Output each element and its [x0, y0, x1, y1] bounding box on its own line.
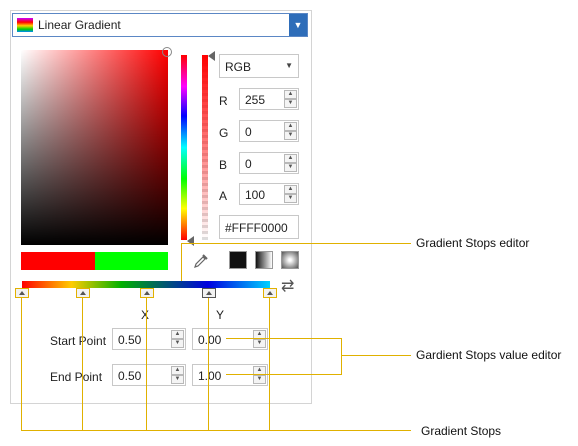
channel-b-input[interactable]: 0 ▲ ▼	[239, 152, 299, 174]
callout-line	[208, 298, 209, 430]
callout-line	[82, 298, 83, 430]
channel-a-value: 100	[245, 188, 266, 202]
channel-label-a: A	[219, 189, 228, 203]
start-point-x-input[interactable]: 0.50 ▲ ▼	[112, 328, 186, 350]
start-x-value: 0.50	[118, 333, 142, 347]
end-point-x-input[interactable]: 0.50 ▲ ▼	[112, 364, 186, 386]
stop-arrow-icon	[206, 291, 212, 295]
channel-r-value: 255	[245, 93, 266, 107]
start-y-stepper[interactable]: ▲ ▼	[253, 330, 266, 348]
spin-up-icon[interactable]: ▲	[284, 185, 297, 194]
channel-g-value: 0	[245, 125, 252, 139]
callout-line	[226, 338, 342, 339]
stop-arrow-icon	[267, 291, 273, 295]
color-model-select[interactable]: RGB ▼	[219, 54, 299, 78]
spin-down-icon[interactable]: ▼	[284, 163, 297, 172]
end-x-stepper[interactable]: ▲ ▼	[171, 366, 184, 384]
callout-line	[226, 374, 342, 375]
spin-down-icon[interactable]: ▼	[284, 131, 297, 140]
gradient-stop[interactable]	[140, 288, 154, 298]
linear-gradient-button[interactable]	[255, 251, 273, 269]
end-y-stepper[interactable]: ▲ ▼	[253, 366, 266, 384]
end-x-value: 0.50	[118, 369, 142, 383]
spin-down-icon[interactable]: ▼	[284, 99, 297, 108]
current-color-swatch	[21, 252, 95, 270]
callout-line	[146, 298, 147, 430]
hue-slider-thumb[interactable]	[187, 236, 194, 246]
alpha-slider-thumb[interactable]	[208, 51, 215, 61]
radial-gradient-button[interactable]	[281, 251, 299, 269]
stop-arrow-icon	[144, 291, 150, 295]
stop-arrow-icon	[19, 291, 25, 295]
reverse-gradient-icon[interactable]: ⇄	[281, 278, 295, 295]
brush-type-dropdown[interactable]: Linear Gradient ▼	[12, 13, 308, 37]
gradient-stop[interactable]	[76, 288, 90, 298]
channel-r-stepper[interactable]: ▲ ▼	[284, 90, 297, 108]
gradient-swatch-icon	[17, 18, 33, 32]
channel-b-value: 0	[245, 157, 252, 171]
callout-line	[181, 243, 411, 244]
channel-r-input[interactable]: 255 ▲ ▼	[239, 88, 299, 110]
spin-down-icon[interactable]: ▼	[253, 375, 266, 384]
spin-up-icon[interactable]: ▲	[171, 366, 184, 375]
chevron-down-icon[interactable]: ▼	[285, 61, 293, 70]
channel-a-stepper[interactable]: ▲ ▼	[284, 185, 297, 203]
callout-line	[21, 298, 22, 430]
callout-line	[269, 298, 270, 430]
callout-line	[341, 338, 342, 375]
channel-a-input[interactable]: 100 ▲ ▼	[239, 183, 299, 205]
color-model-value: RGB	[225, 60, 252, 74]
gradient-stop[interactable]	[15, 288, 29, 298]
new-color-swatch	[95, 252, 168, 270]
callout-line	[181, 243, 182, 281]
solid-brush-button[interactable]	[229, 251, 247, 269]
end-point-label: End Point	[50, 370, 103, 384]
end-y-value: 1.00	[198, 369, 222, 383]
hex-color-input[interactable]: #FFFF0000	[219, 215, 299, 239]
start-point-y-input[interactable]: 0.00 ▲ ▼	[192, 328, 268, 350]
gradient-stop[interactable]	[202, 288, 216, 298]
callout-stops-editor: Gradient Stops editor	[416, 236, 530, 250]
channel-label-r: R	[219, 94, 228, 108]
brush-type-label: Linear Gradient	[38, 18, 121, 32]
channel-label-g: G	[219, 126, 229, 140]
spin-up-icon[interactable]: ▲	[284, 90, 297, 99]
callout-value-editor: Gardient Stops value editor	[416, 348, 562, 362]
spin-down-icon[interactable]: ▼	[253, 339, 266, 348]
hue-slider[interactable]	[181, 55, 187, 240]
start-x-stepper[interactable]: ▲ ▼	[171, 330, 184, 348]
x-column-header: X	[141, 308, 150, 322]
start-y-value: 0.00	[198, 333, 222, 347]
chevron-down-icon[interactable]: ▼	[289, 14, 307, 36]
start-point-label: Start Point	[50, 334, 107, 348]
spin-up-icon[interactable]: ▲	[284, 122, 297, 131]
spin-down-icon[interactable]: ▼	[284, 194, 297, 203]
stop-arrow-icon	[80, 291, 86, 295]
gradient-stops-bar[interactable]	[22, 281, 270, 288]
hex-color-value: #FFFF0000	[225, 221, 288, 235]
callout-gradient-stops: Gradient Stops	[421, 424, 502, 438]
spin-down-icon[interactable]: ▼	[171, 375, 184, 384]
spin-up-icon[interactable]: ▲	[284, 154, 297, 163]
sv-picker-handle[interactable]	[162, 47, 172, 57]
saturation-value-picker[interactable]	[21, 50, 168, 245]
y-column-header: Y	[216, 308, 225, 322]
end-point-y-input[interactable]: 1.00 ▲ ▼	[192, 364, 268, 386]
spin-down-icon[interactable]: ▼	[171, 339, 184, 348]
channel-label-b: B	[219, 158, 228, 172]
callout-line	[341, 355, 411, 356]
alpha-slider[interactable]	[202, 55, 208, 240]
channel-g-stepper[interactable]: ▲ ▼	[284, 122, 297, 140]
eyedropper-icon[interactable]	[193, 253, 209, 269]
gradient-stop[interactable]	[263, 288, 277, 298]
spin-up-icon[interactable]: ▲	[171, 330, 184, 339]
channel-b-stepper[interactable]: ▲ ▼	[284, 154, 297, 172]
callout-line	[21, 430, 411, 431]
channel-g-input[interactable]: 0 ▲ ▼	[239, 120, 299, 142]
